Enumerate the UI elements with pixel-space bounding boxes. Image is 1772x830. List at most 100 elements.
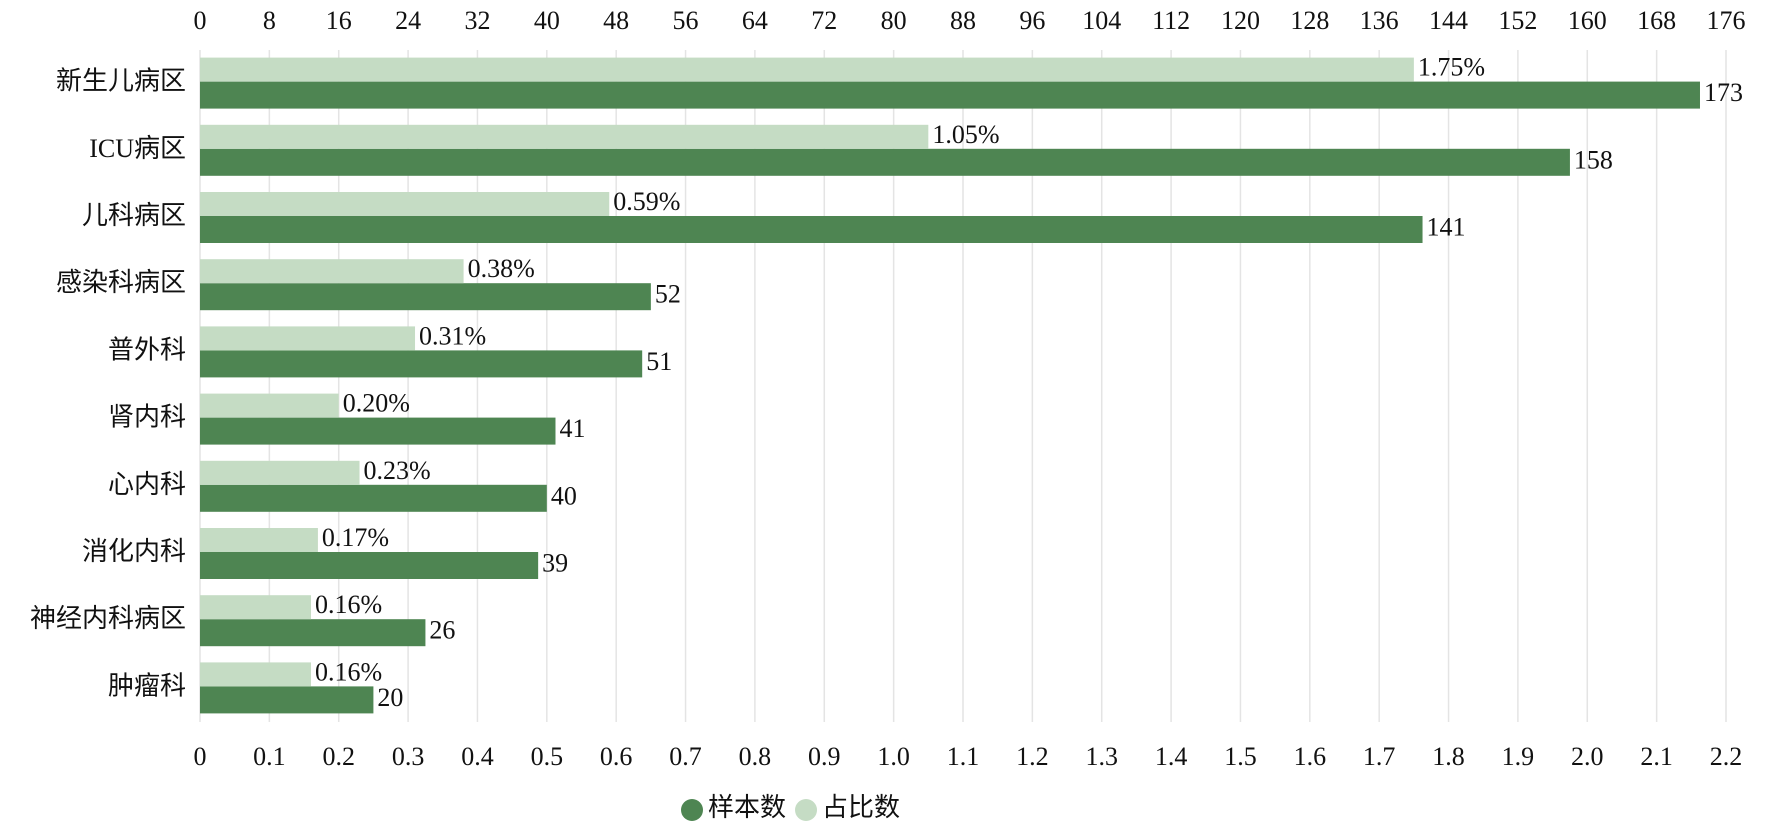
- bar: [200, 552, 539, 579]
- y-tick-label: 儿科病区: [82, 201, 186, 230]
- x-tick-label: 2.1: [1640, 742, 1673, 771]
- x2-tick-label: 72: [811, 6, 837, 35]
- data-label: 51: [646, 347, 672, 376]
- y-tick-label: 消化内科: [82, 537, 186, 566]
- x-tick-label: 0: [194, 742, 207, 771]
- x2-tick-label: 168: [1637, 6, 1676, 35]
- data-label: 0.17%: [322, 523, 389, 552]
- legend-marker: [681, 799, 703, 821]
- x-tick-label: 1.1: [947, 742, 980, 771]
- x2-tick-label: 0: [194, 6, 207, 35]
- x-tick-label: 0.5: [531, 742, 564, 771]
- x-tick-label: 0.2: [322, 742, 355, 771]
- y-tick-label: 肾内科: [108, 403, 186, 432]
- x2-tick-label: 112: [1152, 6, 1190, 35]
- x-tick-label: 1.9: [1502, 742, 1535, 771]
- y-tick-label: 肿瘤科: [108, 671, 186, 700]
- data-label: 0.16%: [315, 590, 382, 619]
- bar: [200, 662, 311, 687]
- data-label: 20: [377, 683, 403, 712]
- bar: [200, 393, 339, 418]
- x2-tick-label: 32: [464, 6, 490, 35]
- x-tick-label: 1.8: [1432, 742, 1465, 771]
- bar: [200, 595, 311, 620]
- bar: [200, 484, 547, 512]
- bar: [200, 81, 1700, 109]
- x-tick-label: 2.0: [1571, 742, 1604, 771]
- x-tick-label: 0.1: [253, 742, 286, 771]
- data-label: 158: [1574, 145, 1613, 174]
- data-label: 0.16%: [315, 657, 382, 686]
- data-label: 0.23%: [364, 456, 431, 485]
- x2-tick-label: 24: [395, 6, 421, 35]
- x-tick-label: 0.4: [461, 742, 494, 771]
- x-tick-label: 1.5: [1224, 742, 1257, 771]
- bar: [200, 259, 464, 284]
- x2-tick-label: 144: [1429, 6, 1468, 35]
- data-label: 52: [655, 280, 681, 309]
- data-label: 0.59%: [613, 187, 680, 216]
- x2-tick-label: 176: [1707, 6, 1746, 35]
- x-tick-label: 1.4: [1155, 742, 1188, 771]
- y-tick-label: 感染科病区: [56, 268, 186, 297]
- bar: [200, 57, 1414, 82]
- data-label: 26: [429, 616, 455, 645]
- x-tick-label: 1.0: [877, 742, 910, 771]
- x-tick-label: 1.2: [1016, 742, 1049, 771]
- x-tick-label: 0.7: [669, 742, 702, 771]
- bar: [200, 124, 929, 149]
- legend-label: 占比数: [822, 793, 900, 822]
- bar: [200, 417, 556, 445]
- x2-tick-label: 48: [603, 6, 629, 35]
- y-tick-label: ICU病区: [89, 134, 186, 163]
- bar: [200, 148, 1570, 176]
- y-tick-label: 普外科: [108, 335, 186, 364]
- bar: [200, 460, 360, 485]
- bar: [200, 350, 643, 378]
- data-label: 40: [551, 481, 577, 510]
- data-label: 141: [1427, 212, 1466, 241]
- data-label: 1.75%: [1418, 53, 1485, 82]
- x2-tick-label: 56: [673, 6, 699, 35]
- x2-tick-label: 136: [1360, 6, 1399, 35]
- y-tick-label: 神经内科病区: [30, 604, 186, 633]
- y-tick-label: 新生儿病区: [56, 67, 186, 96]
- x2-tick-label: 160: [1568, 6, 1607, 35]
- legend-label: 样本数: [708, 793, 786, 822]
- x2-tick-label: 120: [1221, 6, 1260, 35]
- bar: [200, 192, 610, 216]
- data-label: 0.38%: [468, 254, 535, 283]
- x2-tick-label: 8: [263, 6, 276, 35]
- x2-tick-label: 104: [1082, 6, 1121, 35]
- data-label: 0.20%: [343, 389, 410, 418]
- x2-tick-label: 40: [534, 6, 560, 35]
- x2-tick-label: 80: [881, 6, 907, 35]
- bar: [200, 326, 416, 351]
- x-tick-label: 0.8: [739, 742, 772, 771]
- data-label: 41: [559, 414, 585, 443]
- x2-tick-label: 16: [326, 6, 352, 35]
- x-tick-label: 1.3: [1085, 742, 1118, 771]
- data-label: 39: [542, 548, 568, 577]
- x2-tick-label: 128: [1290, 6, 1329, 35]
- bar: [200, 216, 1423, 243]
- bar: [200, 686, 374, 714]
- x2-tick-label: 152: [1498, 6, 1537, 35]
- data-label: 0.31%: [419, 321, 486, 350]
- x2-tick-label: 64: [742, 6, 768, 35]
- x2-tick-label: 96: [1019, 6, 1045, 35]
- data-label: 1.05%: [932, 120, 999, 149]
- x-tick-label: 2.2: [1710, 742, 1743, 771]
- x-tick-label: 0.6: [600, 742, 633, 771]
- bar: [200, 283, 651, 311]
- x-tick-label: 0.3: [392, 742, 425, 771]
- x-tick-label: 0.9: [808, 742, 841, 771]
- bar: [200, 528, 318, 552]
- x-tick-label: 1.6: [1294, 742, 1327, 771]
- bar: [200, 619, 426, 647]
- x-tick-label: 1.7: [1363, 742, 1396, 771]
- data-label: 173: [1704, 78, 1743, 107]
- legend-marker: [795, 799, 818, 821]
